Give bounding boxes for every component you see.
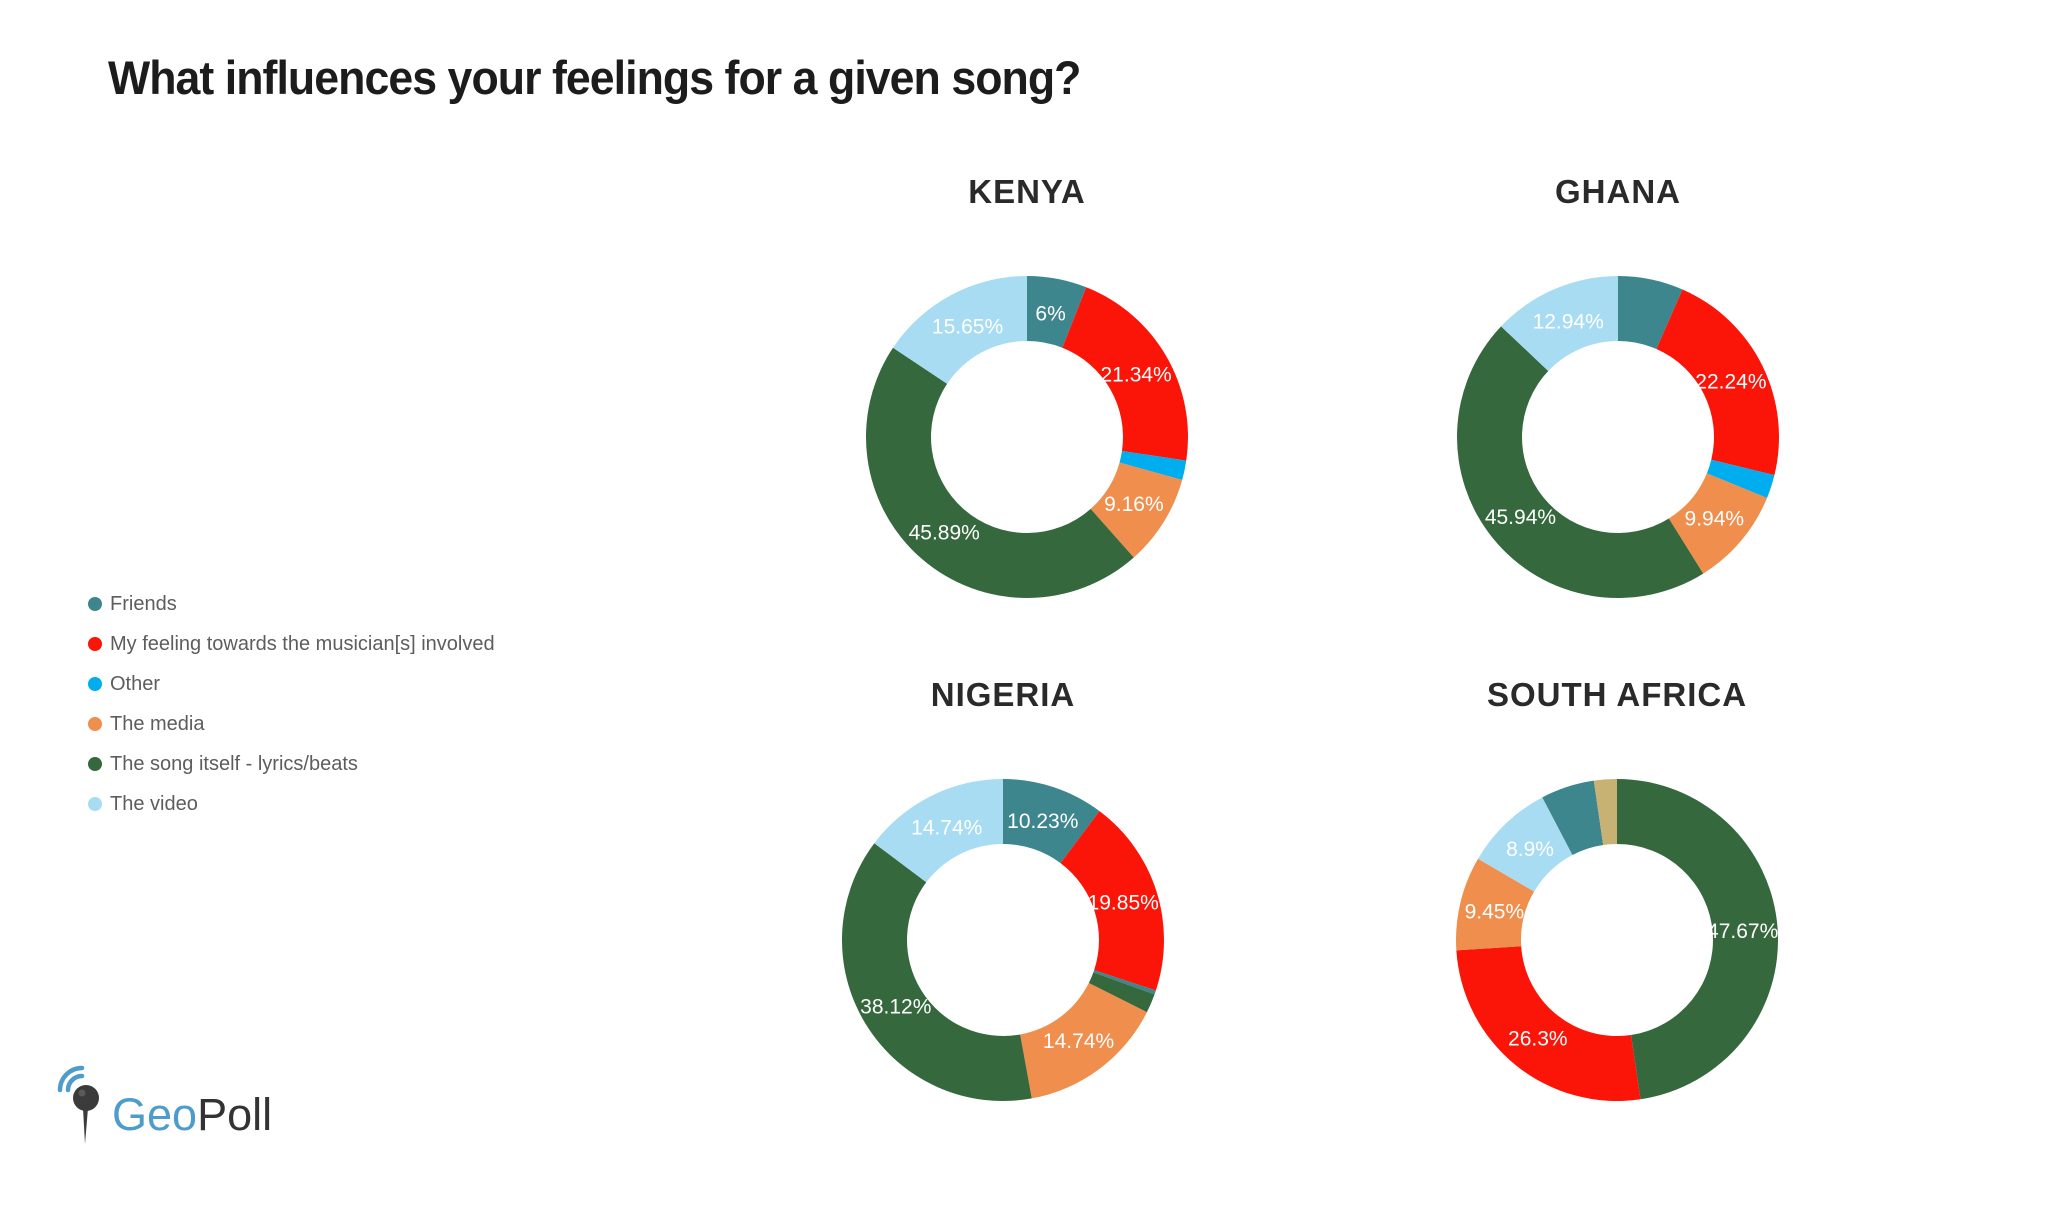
legend-item: The video (88, 784, 495, 824)
slice-label: 19.85% (1088, 892, 1159, 915)
geopoll-pin-icon (57, 1065, 99, 1144)
donut-slice (1593, 779, 1617, 845)
legend-swatch (88, 597, 102, 611)
donut-slice (1090, 462, 1183, 558)
donut-slice (1501, 276, 1618, 372)
donut-slice (1706, 459, 1775, 498)
chart-title: NIGERIA (930, 676, 1076, 713)
legend-item: The media (88, 704, 495, 744)
donut-slice (1119, 451, 1187, 480)
slice-label: 45.89% (909, 521, 980, 544)
slice-label: 9.94% (1685, 508, 1745, 531)
legend-swatch (88, 757, 102, 771)
legend: Friends My feeling towards the musician[s… (88, 584, 495, 824)
legend-item: Other (88, 664, 495, 704)
legend-label: My feeling towards the musician[s] invol… (110, 632, 495, 655)
legend-label: The media (110, 712, 205, 735)
donut-slice (1060, 811, 1165, 991)
chart-title: GHANA (1555, 173, 1681, 210)
slice-label: 21.34% (1101, 363, 1172, 386)
donut-slice (892, 276, 1027, 384)
page-title: What influences your feelings for a give… (108, 51, 1081, 104)
donut-slice (1062, 287, 1188, 461)
slice-label: 38.12% (860, 996, 931, 1019)
legend-label: The song itself - lyrics/beats (110, 752, 358, 775)
logo-wordmark: GeoPoll (112, 1092, 272, 1137)
legend-label: Other (110, 672, 161, 695)
slice-label: 10.23% (1007, 810, 1078, 833)
donut-slice (1456, 858, 1535, 951)
donut-slice (1020, 983, 1147, 1099)
legend-swatch (88, 797, 102, 811)
logo-text-geo: Geo (112, 1089, 198, 1140)
slice-label: 14.74% (1043, 1030, 1114, 1053)
slice-label: 9.16% (1104, 493, 1164, 516)
legend-item: My feeling towards the musician[s] invol… (88, 624, 495, 664)
donut-slice (1656, 289, 1779, 476)
donut-slice (874, 779, 1003, 883)
donut-slice (1093, 970, 1156, 995)
legend-swatch (88, 677, 102, 691)
legend-label: The video (110, 792, 198, 815)
donut-slice (1088, 972, 1155, 1013)
legend-swatch (88, 637, 102, 651)
chart-title: SOUTH AFRICA (1486, 676, 1748, 713)
donut-slice (1668, 473, 1768, 574)
donut-slice (1457, 326, 1704, 598)
slice-label: 45.94% (1485, 506, 1556, 529)
slice-label: 22.24% (1695, 370, 1766, 393)
legend-item: Friends (88, 584, 495, 624)
donut-slice (1456, 946, 1641, 1102)
slice-label: 6% (1035, 303, 1065, 326)
geopoll-logo: GeoPoll (52, 1060, 272, 1152)
slice-label: 47.67% (1707, 920, 1778, 943)
donut-slice (1003, 779, 1100, 864)
slice-label: 26.3% (1508, 1027, 1568, 1050)
chart-title: KENYA (968, 173, 1086, 210)
slice-label: 12.94% (1533, 311, 1604, 334)
logo-text-poll: Poll (197, 1089, 273, 1140)
slice-label: 8.9% (1506, 838, 1554, 861)
donut-slice (841, 843, 1032, 1102)
donut-slice (1478, 797, 1573, 892)
legend-label: Friends (110, 592, 177, 615)
legend-swatch (88, 717, 102, 731)
donut-slice (1027, 276, 1087, 348)
slice-label: 9.45% (1465, 900, 1525, 923)
donut-slice (1542, 780, 1604, 855)
donut-slice (1618, 276, 1683, 350)
legend-item: The song itself - lyrics/beats (88, 744, 495, 784)
slice-label: 15.65% (932, 315, 1003, 338)
donut-slice (865, 347, 1134, 599)
donut-slice (1617, 779, 1779, 1100)
slice-label: 14.74% (911, 817, 982, 840)
